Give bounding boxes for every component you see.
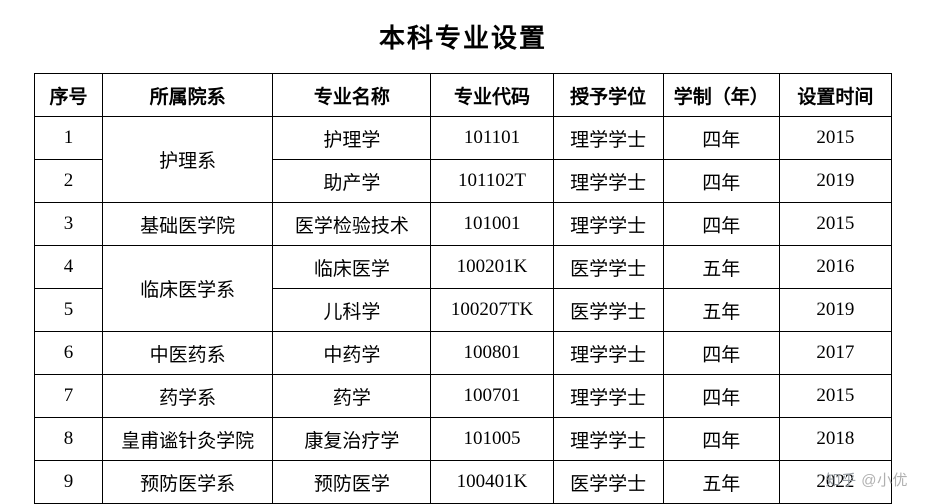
cell-year: 2015 xyxy=(779,375,891,418)
cell-idx: 7 xyxy=(35,375,103,418)
cell-idx: 8 xyxy=(35,418,103,461)
table-header-row: 序号 所属院系 专业名称 专业代码 授予学位 学制（年） 设置时间 xyxy=(35,74,892,117)
col-duration: 学制（年） xyxy=(663,74,779,117)
cell-dept: 药学系 xyxy=(103,375,273,418)
cell-major: 康复治疗学 xyxy=(273,418,431,461)
table-body: 1护理系护理学101101理学学士四年20152助产学101102T理学学士四年… xyxy=(35,117,892,504)
cell-duration: 五年 xyxy=(663,289,779,332)
cell-major: 护理学 xyxy=(273,117,431,160)
cell-code: 101005 xyxy=(431,418,553,461)
cell-dept: 皇甫谧针灸学院 xyxy=(103,418,273,461)
cell-duration: 四年 xyxy=(663,332,779,375)
col-dept: 所属院系 xyxy=(103,74,273,117)
col-degree: 授予学位 xyxy=(553,74,663,117)
cell-code: 100701 xyxy=(431,375,553,418)
cell-code: 100801 xyxy=(431,332,553,375)
cell-dept: 中医药系 xyxy=(103,332,273,375)
cell-idx: 1 xyxy=(35,117,103,160)
col-idx: 序号 xyxy=(35,74,103,117)
cell-code: 100201K xyxy=(431,246,553,289)
cell-year: 2016 xyxy=(779,246,891,289)
col-code: 专业代码 xyxy=(431,74,553,117)
cell-duration: 五年 xyxy=(663,461,779,504)
cell-degree: 理学学士 xyxy=(553,332,663,375)
table-row: 9预防医学系预防医学100401K医学学士五年2022 xyxy=(35,461,892,504)
cell-duration: 四年 xyxy=(663,375,779,418)
cell-degree: 理学学士 xyxy=(553,203,663,246)
cell-degree: 理学学士 xyxy=(553,117,663,160)
cell-year: 2018 xyxy=(779,418,891,461)
cell-duration: 四年 xyxy=(663,160,779,203)
cell-duration: 五年 xyxy=(663,246,779,289)
cell-degree: 理学学士 xyxy=(553,418,663,461)
cell-code: 100401K xyxy=(431,461,553,504)
cell-major: 预防医学 xyxy=(273,461,431,504)
cell-idx: 4 xyxy=(35,246,103,289)
cell-year: 2015 xyxy=(779,117,891,160)
cell-code: 100207TK xyxy=(431,289,553,332)
cell-code: 101101 xyxy=(431,117,553,160)
cell-code: 101001 xyxy=(431,203,553,246)
table-row: 3基础医学院医学检验技术101001理学学士四年2015 xyxy=(35,203,892,246)
cell-idx: 9 xyxy=(35,461,103,504)
watermark-site: 知乎 xyxy=(826,472,862,489)
page-title: 本科专业设置 xyxy=(34,18,892,55)
cell-year: 2015 xyxy=(779,203,891,246)
cell-degree: 理学学士 xyxy=(553,375,663,418)
col-year: 设置时间 xyxy=(779,74,891,117)
cell-major: 助产学 xyxy=(273,160,431,203)
cell-year: 2017 xyxy=(779,332,891,375)
table-row: 8皇甫谧针灸学院康复治疗学101005理学学士四年2018 xyxy=(35,418,892,461)
cell-major: 中药学 xyxy=(273,332,431,375)
cell-idx: 6 xyxy=(35,332,103,375)
cell-degree: 医学学士 xyxy=(553,246,663,289)
cell-duration: 四年 xyxy=(663,418,779,461)
cell-degree: 医学学士 xyxy=(553,289,663,332)
cell-code: 101102T xyxy=(431,160,553,203)
cell-dept: 临床医学系 xyxy=(103,246,273,332)
col-major: 专业名称 xyxy=(273,74,431,117)
table-row: 4临床医学系临床医学100201K医学学士五年2016 xyxy=(35,246,892,289)
majors-table: 序号 所属院系 专业名称 专业代码 授予学位 学制（年） 设置时间 1护理系护理… xyxy=(34,73,892,504)
cell-dept: 护理系 xyxy=(103,117,273,203)
table-row: 7药学系药学100701理学学士四年2015 xyxy=(35,375,892,418)
watermark-author: @小优 xyxy=(861,472,908,489)
cell-major: 临床医学 xyxy=(273,246,431,289)
cell-year: 2019 xyxy=(779,289,891,332)
table-row: 1护理系护理学101101理学学士四年2015 xyxy=(35,117,892,160)
cell-idx: 2 xyxy=(35,160,103,203)
watermark: 知乎 @小优 xyxy=(826,469,908,490)
cell-dept: 基础医学院 xyxy=(103,203,273,246)
cell-year: 2019 xyxy=(779,160,891,203)
cell-major: 儿科学 xyxy=(273,289,431,332)
cell-duration: 四年 xyxy=(663,117,779,160)
cell-duration: 四年 xyxy=(663,203,779,246)
cell-idx: 3 xyxy=(35,203,103,246)
cell-dept: 预防医学系 xyxy=(103,461,273,504)
cell-idx: 5 xyxy=(35,289,103,332)
page-root: 本科专业设置 序号 所属院系 专业名称 专业代码 授予学位 学制（年） 设置时间… xyxy=(0,0,926,500)
cell-major: 医学检验技术 xyxy=(273,203,431,246)
cell-major: 药学 xyxy=(273,375,431,418)
cell-degree: 医学学士 xyxy=(553,461,663,504)
table-row: 6中医药系中药学100801理学学士四年2017 xyxy=(35,332,892,375)
cell-degree: 理学学士 xyxy=(553,160,663,203)
